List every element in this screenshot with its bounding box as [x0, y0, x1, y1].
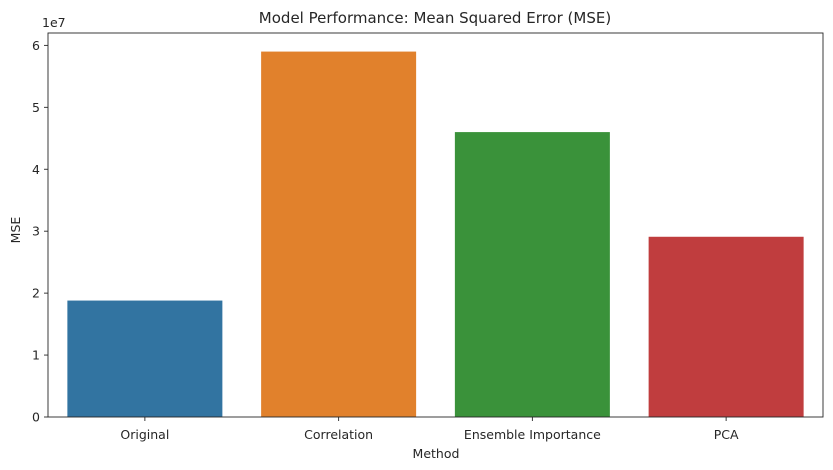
x-tick-label: Original	[120, 427, 169, 442]
bar-correlation	[261, 51, 417, 417]
x-axis-ticks: Original Correlation Ensemble Importance PC…	[120, 417, 739, 442]
y-axis-offset-label: 1e7	[42, 15, 66, 30]
x-axis-title: Method	[413, 446, 460, 461]
bars-group	[67, 51, 804, 417]
x-tick-label: Ensemble Importance	[464, 427, 601, 442]
y-tick-label: 3	[32, 224, 40, 239]
chart-title: Model Performance: Mean Squared Error (M…	[259, 9, 611, 27]
y-axis-ticks: 0 1 2 3 4 5 6	[32, 38, 48, 425]
bar-pca	[648, 236, 804, 417]
y-tick-label: 5	[32, 100, 40, 115]
x-tick-label: Correlation	[304, 427, 373, 442]
bar-original	[67, 300, 223, 417]
y-tick-label: 1	[32, 348, 40, 363]
x-tick-label: PCA	[714, 427, 739, 442]
plot-frame	[47, 32, 824, 418]
y-tick-label: 6	[32, 38, 40, 53]
y-tick-label: 0	[32, 410, 40, 425]
y-tick-label: 4	[32, 162, 40, 177]
bar-ensemble-importance	[454, 132, 610, 417]
y-tick-label: 2	[32, 286, 40, 301]
y-axis-title: MSE	[8, 217, 23, 244]
